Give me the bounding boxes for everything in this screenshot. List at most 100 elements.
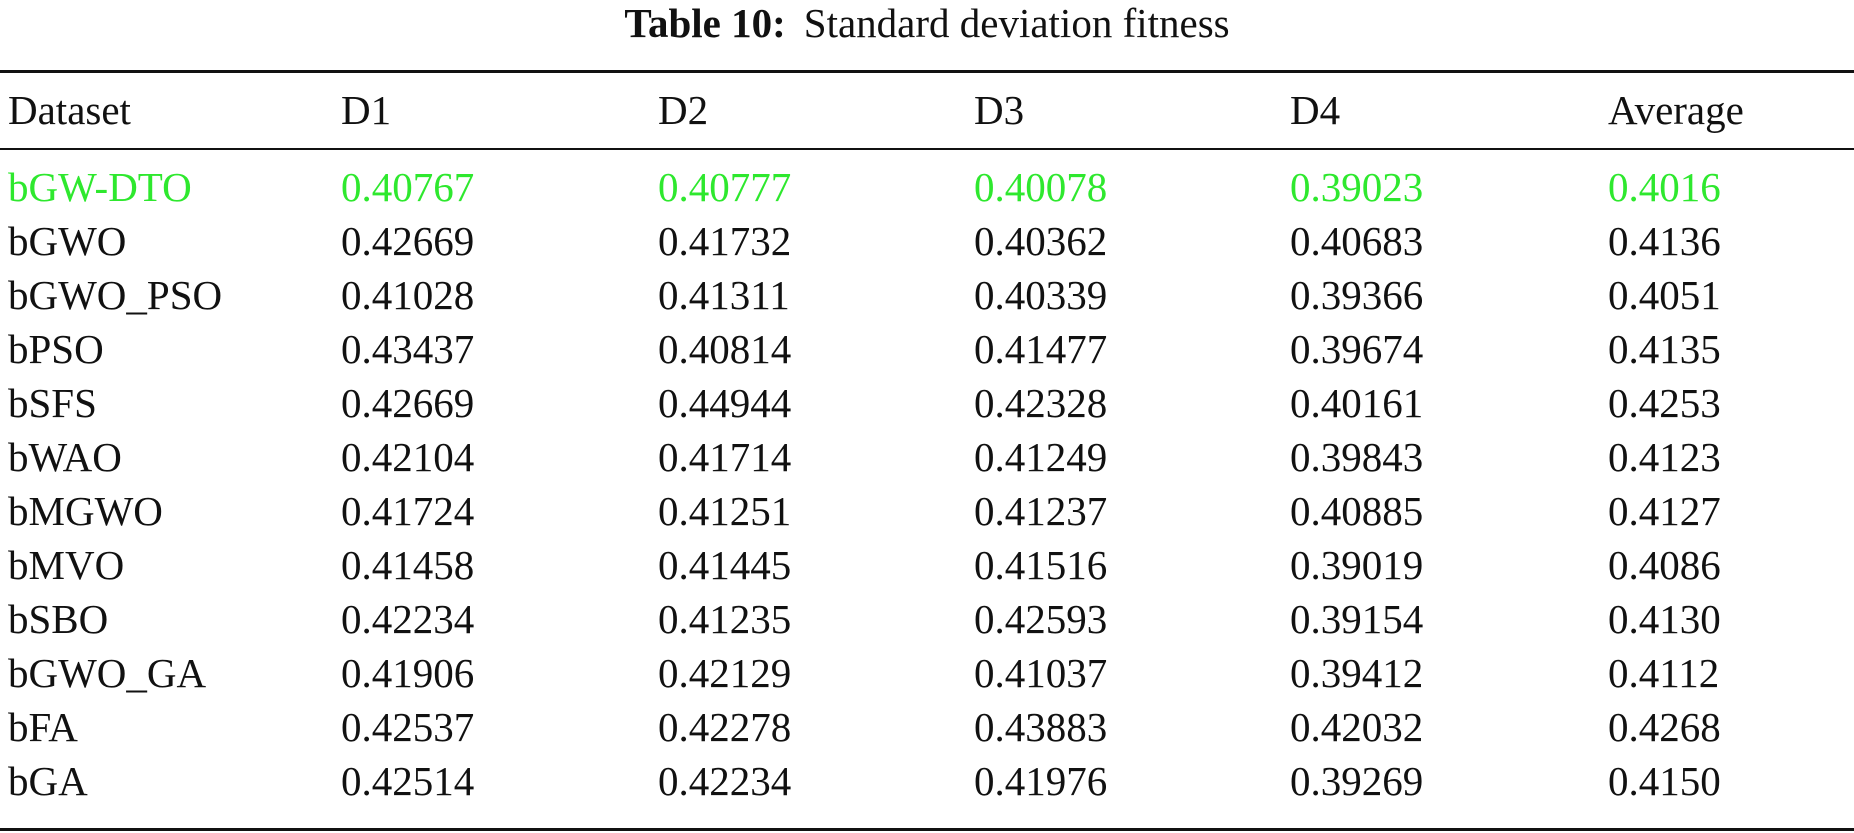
table-row: bGWO_GA 0.41906 0.42129 0.41037 0.39412 0.411… [0, 646, 1854, 700]
bottom-rule [0, 828, 1854, 831]
table-row: bGA 0.42514 0.42234 0.41976 0.39269 0.4150 [0, 754, 1854, 808]
top-rule [0, 70, 1854, 73]
table-caption-label: Table 10: [624, 0, 786, 46]
cell-d1: 0.41906 [341, 650, 475, 696]
cell-d3: 0.42593 [974, 596, 1108, 642]
cell-average: 0.4136 [1608, 218, 1721, 264]
cell-d3: 0.43883 [974, 704, 1108, 750]
cell-average: 0.4150 [1608, 758, 1721, 804]
cell-average: 0.4112 [1608, 650, 1720, 696]
cell-average: 0.4086 [1608, 542, 1721, 588]
cell-d2: 0.42278 [658, 704, 792, 750]
cell-d2: 0.41235 [658, 596, 792, 642]
cell-d2: 0.41311 [658, 272, 790, 318]
cell-average: 0.4016 [1608, 164, 1721, 210]
cell-d2: 0.40777 [658, 164, 792, 210]
cell-d3: 0.41976 [974, 758, 1108, 804]
cell-d1: 0.40767 [341, 164, 475, 210]
cell-d3: 0.40078 [974, 164, 1108, 210]
cell-d2: 0.41251 [658, 488, 792, 534]
cell-d4: 0.39269 [1290, 758, 1424, 804]
cell-average: 0.4135 [1608, 326, 1721, 372]
cell-dataset: bGWO_PSO [8, 272, 223, 318]
cell-dataset: bSFS [8, 380, 97, 426]
cell-d4: 0.39412 [1290, 650, 1424, 696]
table-row: bSFS 0.42669 0.44944 0.42328 0.40161 0.4253 [0, 376, 1854, 430]
cell-dataset: bMGWO [8, 488, 163, 534]
cell-dataset: bGA [8, 758, 88, 804]
cell-dataset: bWAO [8, 434, 122, 480]
table-row: bGWO 0.42669 0.41732 0.40362 0.40683 0.4136 [0, 214, 1854, 268]
cell-d1: 0.43437 [341, 326, 475, 372]
table-row: bSBO 0.42234 0.41235 0.42593 0.39154 0.4130 [0, 592, 1854, 646]
cell-d2: 0.42234 [658, 758, 792, 804]
results-table: Dataset D1 D2 D3 D4 Average bGW-DTO 0.407… [0, 73, 1854, 808]
cell-d3: 0.41037 [974, 650, 1108, 696]
cell-d3: 0.40362 [974, 218, 1108, 264]
cell-average: 0.4127 [1608, 488, 1721, 534]
cell-d2: 0.41732 [658, 218, 792, 264]
header-cell-dataset: Dataset [8, 87, 131, 133]
cell-d1: 0.41028 [341, 272, 475, 318]
cell-d4: 0.39023 [1290, 164, 1424, 210]
cell-d3: 0.41237 [974, 488, 1108, 534]
table-row: bGWO_PSO 0.41028 0.41311 0.40339 0.39366 0.40… [0, 268, 1854, 322]
header-cell-average: Average [1608, 87, 1744, 133]
table-row: bPSO 0.43437 0.40814 0.41477 0.39674 0.4135 [0, 322, 1854, 376]
header-row: Dataset D1 D2 D3 D4 Average [0, 73, 1854, 148]
cell-d1: 0.42104 [341, 434, 475, 480]
cell-d3: 0.41516 [974, 542, 1108, 588]
cell-d2: 0.42129 [658, 650, 792, 696]
header-cell-d2: D2 [658, 87, 709, 133]
cell-d1: 0.42669 [341, 380, 475, 426]
table-row: bFA 0.42537 0.42278 0.43883 0.42032 0.4268 [0, 700, 1854, 754]
cell-dataset: bPSO [8, 326, 104, 372]
cell-d1: 0.42234 [341, 596, 475, 642]
table-caption-title: Standard deviation fitness [803, 0, 1230, 46]
cell-d4: 0.39843 [1290, 434, 1424, 480]
cell-dataset: bGW-DTO [8, 164, 192, 210]
cell-d1: 0.42669 [341, 218, 475, 264]
cell-d1: 0.41724 [341, 488, 475, 534]
cell-d1: 0.42514 [341, 758, 475, 804]
cell-average: 0.4253 [1608, 380, 1721, 426]
header-rule [0, 148, 1854, 150]
cell-d3: 0.40339 [974, 272, 1108, 318]
cell-average: 0.4130 [1608, 596, 1721, 642]
cell-d3: 0.41477 [974, 326, 1108, 372]
header-cell-d4: D4 [1290, 87, 1341, 133]
cell-d4: 0.39019 [1290, 542, 1424, 588]
header-cell-d1: D1 [341, 87, 392, 133]
cell-d1: 0.41458 [341, 542, 475, 588]
cell-dataset: bFA [8, 704, 78, 750]
cell-average: 0.4051 [1608, 272, 1721, 318]
cell-dataset: bSBO [8, 596, 109, 642]
cell-d2: 0.41714 [658, 434, 792, 480]
table-row: bMGWO 0.41724 0.41251 0.41237 0.40885 0.4127 [0, 484, 1854, 538]
cell-d4: 0.40161 [1290, 380, 1424, 426]
cell-dataset: bGWO [8, 218, 127, 264]
cell-d4: 0.40683 [1290, 218, 1424, 264]
cell-d3: 0.41249 [974, 434, 1108, 480]
cell-d4: 0.39366 [1290, 272, 1424, 318]
cell-dataset: bMVO [8, 542, 125, 588]
table-body: bGW-DTO 0.40767 0.40777 0.40078 0.39023 0.401… [0, 160, 1854, 808]
header-cell-d3: D3 [974, 87, 1025, 133]
cell-d2: 0.41445 [658, 542, 792, 588]
cell-d4: 0.42032 [1290, 704, 1424, 750]
table-header: Dataset D1 D2 D3 D4 Average [0, 73, 1854, 160]
cell-d2: 0.44944 [658, 380, 792, 426]
table-caption: Table 10: Standard deviation fitness [0, 0, 1854, 50]
cell-dataset: bGWO_GA [8, 650, 207, 696]
cell-d4: 0.39674 [1290, 326, 1424, 372]
table-row: bMVO 0.41458 0.41445 0.41516 0.39019 0.4086 [0, 538, 1854, 592]
cell-average: 0.4268 [1608, 704, 1721, 750]
cell-average: 0.4123 [1608, 434, 1721, 480]
cell-d1: 0.42537 [341, 704, 475, 750]
cell-d4: 0.40885 [1290, 488, 1424, 534]
table-row: bGW-DTO 0.40767 0.40777 0.40078 0.39023 0.401… [0, 160, 1854, 214]
table-row: bWAO 0.42104 0.41714 0.41249 0.39843 0.4123 [0, 430, 1854, 484]
cell-d4: 0.39154 [1290, 596, 1424, 642]
cell-d3: 0.42328 [974, 380, 1108, 426]
cell-d2: 0.40814 [658, 326, 792, 372]
